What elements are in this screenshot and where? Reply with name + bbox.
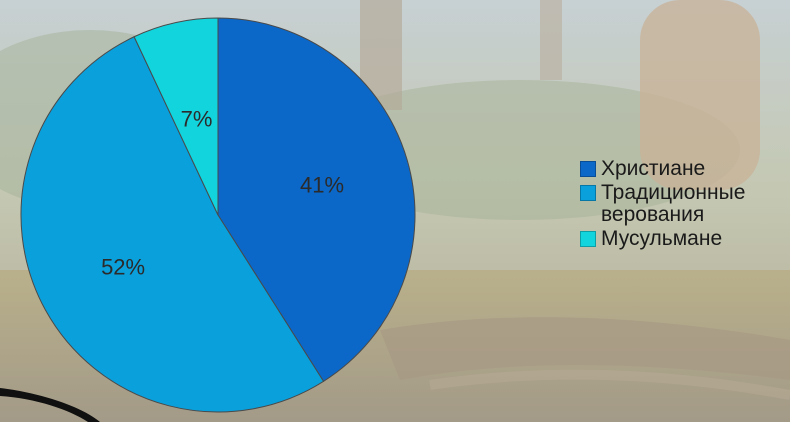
legend-item-3: Мусульмане (580, 228, 788, 250)
legend-label-2: Традиционные верования (601, 181, 746, 226)
chart-legend: Христиане Традиционные верования Мусульман… (580, 158, 788, 252)
pie-data-label-1: 41% (300, 172, 344, 197)
pie-slice-3 (133, 17, 219, 216)
legend-item-1: Христиане (580, 158, 788, 180)
pie-chart: 41% 52% 7% (20, 17, 416, 413)
pie-data-label-2: 52% (101, 255, 145, 280)
legend-label-3: Мусульмане (601, 227, 723, 250)
legend-swatch-1 (580, 161, 596, 177)
legend-swatch-2 (580, 185, 596, 201)
legend-swatch-3 (580, 231, 596, 247)
pie-slice-2 (20, 36, 325, 413)
legend-item-2: Традиционные верования (580, 182, 788, 226)
pie-data-label-3: 7% (181, 106, 213, 131)
slide-corner-decoration (0, 388, 100, 422)
pie-slice-1 (217, 17, 416, 383)
legend-label-1: Христиане (601, 157, 706, 180)
